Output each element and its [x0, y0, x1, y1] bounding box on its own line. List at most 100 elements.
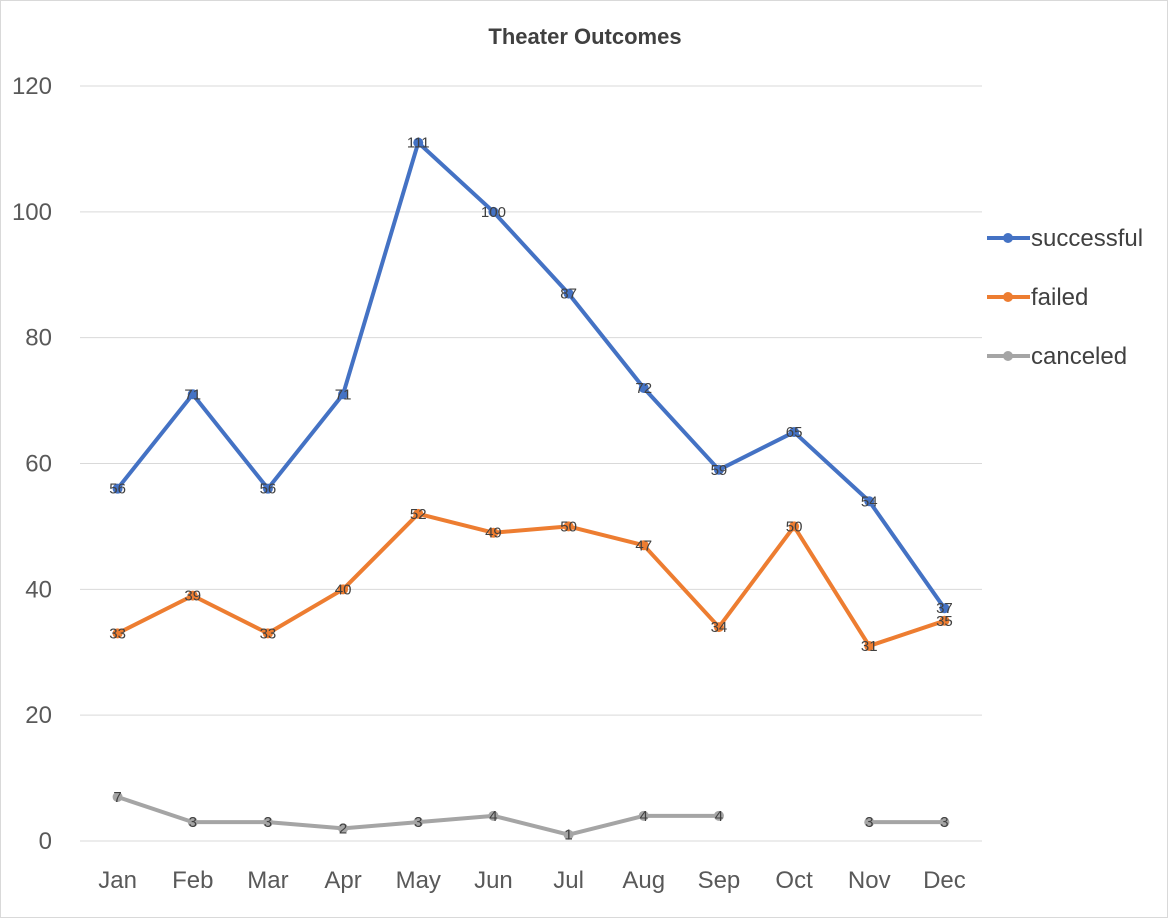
series-failed	[112, 508, 950, 651]
legend-item-failed[interactable]: failed	[987, 284, 1088, 311]
point-canceled	[939, 817, 950, 828]
legend-marker	[1003, 351, 1013, 361]
data-label-canceled: 3	[865, 814, 873, 831]
data-label-canceled: 4	[489, 808, 497, 825]
series-lines	[112, 137, 950, 840]
data-label-failed: 40	[335, 581, 352, 598]
point-failed	[262, 628, 273, 639]
point-successful	[262, 483, 273, 494]
point-failed	[789, 521, 800, 532]
point-failed	[187, 590, 198, 601]
point-canceled	[338, 823, 349, 834]
legend[interactable]: successful failed canceled	[987, 225, 1143, 370]
x-tick-label: Jan	[98, 867, 137, 894]
data-label-successful: 100	[481, 204, 506, 221]
data-label-failed: 49	[485, 525, 502, 542]
x-tick-label: Dec	[923, 867, 966, 894]
point-canceled	[638, 810, 649, 821]
data-label-canceled: 3	[940, 814, 948, 831]
data-label-failed: 31	[861, 638, 878, 655]
series-successful	[112, 137, 950, 614]
x-tick-label: Sep	[698, 867, 741, 894]
data-label-successful: 37	[936, 600, 953, 617]
data-label-successful: 111	[407, 135, 430, 152]
legend-label: successful	[1031, 225, 1143, 252]
legend-marker	[1003, 233, 1013, 243]
x-tick-label: Apr	[324, 867, 361, 894]
data-label-successful: 56	[109, 481, 126, 498]
legend-item-canceled[interactable]: canceled	[987, 343, 1127, 370]
point-failed	[713, 622, 724, 633]
x-tick-label: Nov	[848, 867, 891, 894]
data-label-successful: 54	[861, 493, 878, 510]
data-label-canceled: 7	[113, 789, 121, 806]
point-successful	[939, 603, 950, 614]
data-label-failed: 50	[786, 518, 803, 535]
point-failed	[563, 521, 574, 532]
legend-label: failed	[1031, 284, 1088, 311]
point-successful	[713, 464, 724, 475]
point-canceled	[187, 817, 198, 828]
data-label-canceled: 3	[264, 814, 272, 831]
point-failed	[338, 584, 349, 595]
x-tick-label: Oct	[775, 867, 813, 894]
point-successful	[864, 496, 875, 507]
point-canceled	[864, 817, 875, 828]
y-tick-label: 60	[25, 451, 52, 478]
data-label-canceled: 4	[640, 808, 648, 825]
x-tick-label: Jun	[474, 867, 513, 894]
point-successful	[638, 383, 649, 393]
point-failed	[112, 628, 123, 639]
point-successful	[112, 483, 123, 494]
x-tick-label: Aug	[622, 867, 665, 894]
data-label-successful: 71	[184, 386, 201, 403]
gridlines	[80, 85, 982, 842]
data-label-failed: 33	[109, 625, 126, 642]
x-tick-label: Mar	[247, 867, 288, 894]
y-tick-label: 40	[25, 576, 52, 603]
chart-title: Theater Outcomes	[488, 24, 681, 49]
data-label-canceled: 1	[564, 827, 572, 844]
point-canceled	[563, 829, 574, 840]
y-tick-label: 120	[12, 73, 52, 100]
data-label-failed: 47	[635, 537, 652, 554]
point-failed	[638, 540, 649, 551]
point-successful	[413, 137, 424, 148]
point-failed	[864, 640, 875, 651]
point-successful	[563, 288, 574, 299]
y-axis-tick-labels: 0 20 40 60 80 100 120	[12, 73, 52, 855]
data-label-successful: 56	[260, 481, 277, 498]
point-successful	[338, 389, 349, 400]
data-label-successful: 65	[786, 424, 803, 441]
data-label-successful: 87	[560, 286, 577, 303]
data-label-failed: 33	[260, 625, 277, 642]
point-canceled	[262, 817, 273, 828]
y-tick-label: 20	[25, 702, 52, 729]
data-label-canceled: 3	[189, 814, 197, 831]
point-canceled	[112, 791, 123, 802]
point-failed	[413, 508, 424, 519]
data-label-successful: 59	[711, 462, 728, 479]
data-label-successful: 71	[335, 386, 352, 403]
data-label-failed: 52	[410, 506, 427, 523]
data-label-failed: 39	[184, 588, 201, 605]
series-line-successful	[115, 140, 947, 611]
y-tick-label: 100	[12, 199, 52, 226]
x-tick-label: May	[396, 867, 441, 894]
y-tick-label: 80	[25, 325, 52, 352]
legend-marker	[1003, 292, 1013, 302]
point-failed	[488, 527, 499, 538]
series-canceled	[112, 791, 950, 840]
point-canceled	[413, 817, 424, 828]
legend-label: canceled	[1031, 343, 1127, 370]
data-label-canceled: 3	[414, 814, 422, 831]
legend-item-successful[interactable]: successful	[987, 225, 1143, 252]
point-failed	[939, 615, 950, 626]
y-tick-label: 0	[39, 828, 52, 855]
series-line-failed	[115, 511, 947, 648]
point-canceled	[713, 810, 724, 821]
x-axis-category-labels: Jan Feb Mar Apr May Jun Jul Aug Sep Oct Nov Dec	[98, 867, 966, 894]
